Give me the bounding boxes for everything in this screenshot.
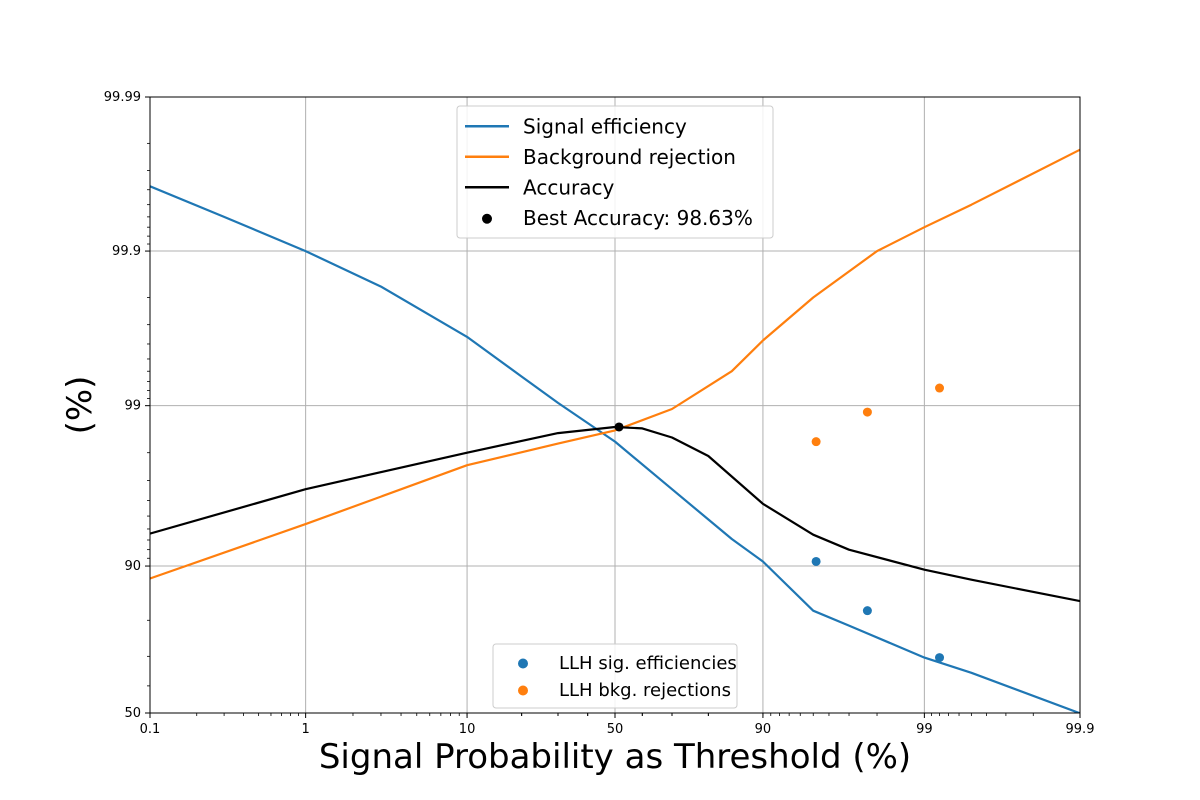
series-lines <box>150 148 1080 713</box>
y-axis-label: (%) <box>60 376 100 435</box>
y-tick-label: 90 <box>124 559 141 574</box>
point-markers <box>614 383 945 663</box>
point-llh-bkg-rejections <box>935 383 945 393</box>
legend-entry-label: Best Accuracy: 98.63% <box>523 206 753 230</box>
y-tick-label: 99.9 <box>112 244 141 259</box>
legend-frame <box>492 643 738 709</box>
axis-ticks: 0.1 1 10 50 90 99 99.9 50 90 99 99.9 99.99 <box>104 90 1095 737</box>
point-llh-sig-efficiencies <box>811 556 821 566</box>
x-tick-label: 90 <box>755 722 772 737</box>
x-tick-label: 50 <box>607 722 624 737</box>
legend-marker-swatch <box>482 213 492 224</box>
point-llh-bkg-rejections <box>811 437 821 447</box>
x-tick-label: 10 <box>459 722 476 737</box>
point-llh-sig-efficiencies <box>862 606 872 616</box>
y-tick-label: 99 <box>124 399 141 414</box>
legend-entry-label: Signal efficiency <box>523 114 687 138</box>
x-tick-label: 0.1 <box>140 722 161 737</box>
series-line-accuracy <box>150 425 1080 603</box>
legend-frame <box>456 105 774 239</box>
point-llh-sig-efficiencies <box>935 653 945 663</box>
legend-llh: LLH sig. efficiencies LLH bkg. rejections <box>492 643 738 709</box>
legend-main: Signal efficiency Background rejection Acc… <box>456 105 774 239</box>
series-line-signal-efficiency <box>150 185 1080 713</box>
y-tick-label: 50 <box>124 706 141 721</box>
legend-entry-label: LLH sig. efficiencies <box>559 653 737 674</box>
legend-entry-label: LLH bkg. rejections <box>559 680 731 701</box>
x-tick-label: 1 <box>301 722 309 737</box>
series-line-background-rejection <box>150 148 1080 580</box>
legend-entry-label: Accuracy <box>523 175 614 199</box>
x-axis-label: Signal Probability as Threshold (%) <box>319 737 911 777</box>
legend-marker-swatch <box>518 685 528 696</box>
y-tick-label: 99.99 <box>104 90 141 105</box>
point-llh-bkg-rejections <box>862 407 872 417</box>
legend-marker-swatch <box>518 658 528 669</box>
legend-entry-label: Background rejection <box>523 145 736 169</box>
x-tick-label: 99 <box>916 722 933 737</box>
x-tick-label: 99.9 <box>1066 722 1095 737</box>
point-best-accuracy-98-63 <box>614 422 624 432</box>
